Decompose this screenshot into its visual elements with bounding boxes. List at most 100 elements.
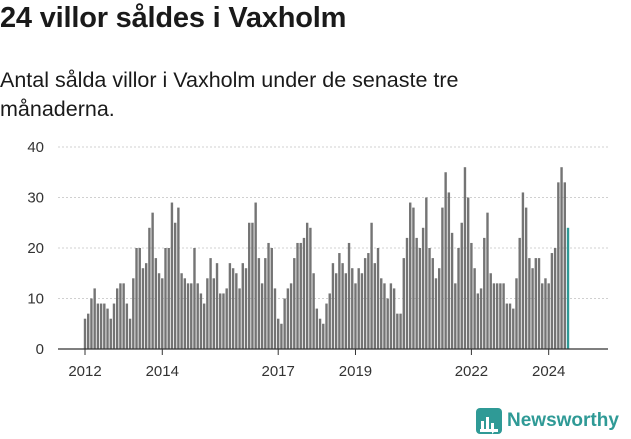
- bar: [228, 263, 232, 349]
- bar: [93, 288, 96, 349]
- bar: [528, 258, 531, 349]
- bar: [460, 222, 463, 349]
- bar: [190, 283, 193, 349]
- bar: [508, 303, 512, 349]
- page-title: 24 villor såldes i Vaxholm: [0, 2, 347, 34]
- bar: [363, 258, 367, 349]
- brand-name: Newsworthy: [507, 410, 619, 431]
- bar: [421, 227, 425, 349]
- y-tick-label: 10: [27, 291, 44, 308]
- bar: [518, 237, 521, 349]
- bar: [373, 263, 376, 349]
- bar: [106, 308, 109, 349]
- y-tick-label: 40: [27, 139, 44, 156]
- bar: [283, 298, 286, 349]
- bar: [170, 202, 174, 349]
- bar: [351, 268, 354, 349]
- bar: [370, 222, 373, 349]
- bar: [144, 263, 148, 349]
- bar: [341, 263, 344, 349]
- bar: [328, 293, 331, 349]
- x-tick-label: 2012: [68, 363, 101, 380]
- bar: [396, 313, 399, 349]
- bar: [99, 303, 103, 349]
- bar: [235, 273, 238, 349]
- bar: [125, 303, 129, 349]
- bar: [450, 232, 454, 349]
- bars: [83, 167, 570, 349]
- x-tick-label: 2022: [455, 363, 488, 380]
- bar: [299, 242, 302, 349]
- bar: [293, 258, 296, 349]
- bar: [202, 303, 206, 349]
- bar: [524, 207, 528, 349]
- bar: [264, 258, 267, 349]
- bar: [428, 248, 431, 349]
- bar-latest: [566, 227, 570, 349]
- bar: [441, 207, 444, 349]
- bar: [83, 318, 87, 349]
- bar: [273, 288, 277, 349]
- bar: [90, 298, 93, 349]
- x-tick-label: 2024: [532, 363, 565, 380]
- bar: [186, 283, 190, 349]
- bar: [476, 293, 480, 349]
- y-tick-label: 30: [27, 190, 44, 207]
- bar: [286, 288, 290, 349]
- bar: [154, 258, 158, 349]
- bar: [483, 237, 486, 349]
- bar: [376, 248, 380, 349]
- bar: [334, 273, 338, 349]
- bar: [534, 258, 537, 349]
- bar: [280, 323, 283, 349]
- bar: [219, 293, 222, 349]
- bar: [87, 313, 90, 349]
- bar: [367, 253, 370, 349]
- bar: [486, 212, 489, 349]
- bar: [244, 268, 248, 349]
- bar: [553, 248, 557, 349]
- bar: [260, 283, 264, 349]
- bar: [541, 283, 544, 349]
- bar: [167, 248, 170, 349]
- bar: [231, 268, 235, 349]
- bar: [96, 303, 100, 349]
- bar: [454, 283, 457, 349]
- page-subtitle: Antal sålda villor i Vaxholm under de se…: [0, 68, 459, 121]
- bar: [325, 303, 328, 349]
- bar: [402, 258, 405, 349]
- bar: [212, 278, 215, 349]
- bar: [322, 323, 325, 349]
- bar: [499, 283, 502, 349]
- y-tick-label: 0: [36, 341, 44, 358]
- bar: [270, 248, 273, 349]
- bar: [312, 273, 315, 349]
- bar: [425, 197, 428, 349]
- bar: [209, 258, 212, 349]
- bar: [505, 303, 509, 349]
- bar: [315, 308, 319, 349]
- bar: [122, 283, 125, 349]
- bar: [199, 293, 203, 349]
- bar: [151, 212, 154, 349]
- bar: [418, 248, 422, 349]
- y-axis-ticks: 0 10 20 30 40: [27, 139, 44, 358]
- x-tick-label: 2017: [262, 363, 295, 380]
- bar: [331, 263, 335, 349]
- bar: [354, 283, 357, 349]
- bar: [183, 278, 187, 349]
- bar: [399, 313, 402, 349]
- bar: [457, 248, 460, 349]
- bar: [116, 288, 119, 349]
- bar: [193, 248, 196, 349]
- bar: [128, 318, 132, 349]
- bar: [109, 318, 112, 349]
- bar: [338, 253, 341, 349]
- bar: [135, 248, 138, 349]
- x-tick-label: 2019: [339, 363, 372, 380]
- bar: [302, 237, 306, 349]
- bar: [173, 222, 177, 349]
- bar: [119, 283, 122, 349]
- bar: [296, 242, 299, 349]
- x-axis-ticks: 2012 2014 2017 2019 2022 2024: [68, 349, 565, 380]
